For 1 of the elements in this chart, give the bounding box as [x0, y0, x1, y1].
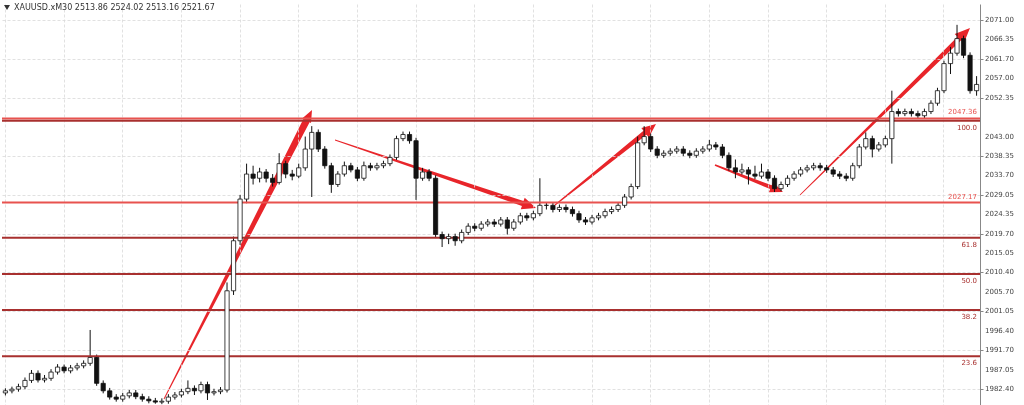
- chart-title: XAUUSD.xM30 2513.86 2524.02 2513.16 2521.67: [14, 3, 215, 12]
